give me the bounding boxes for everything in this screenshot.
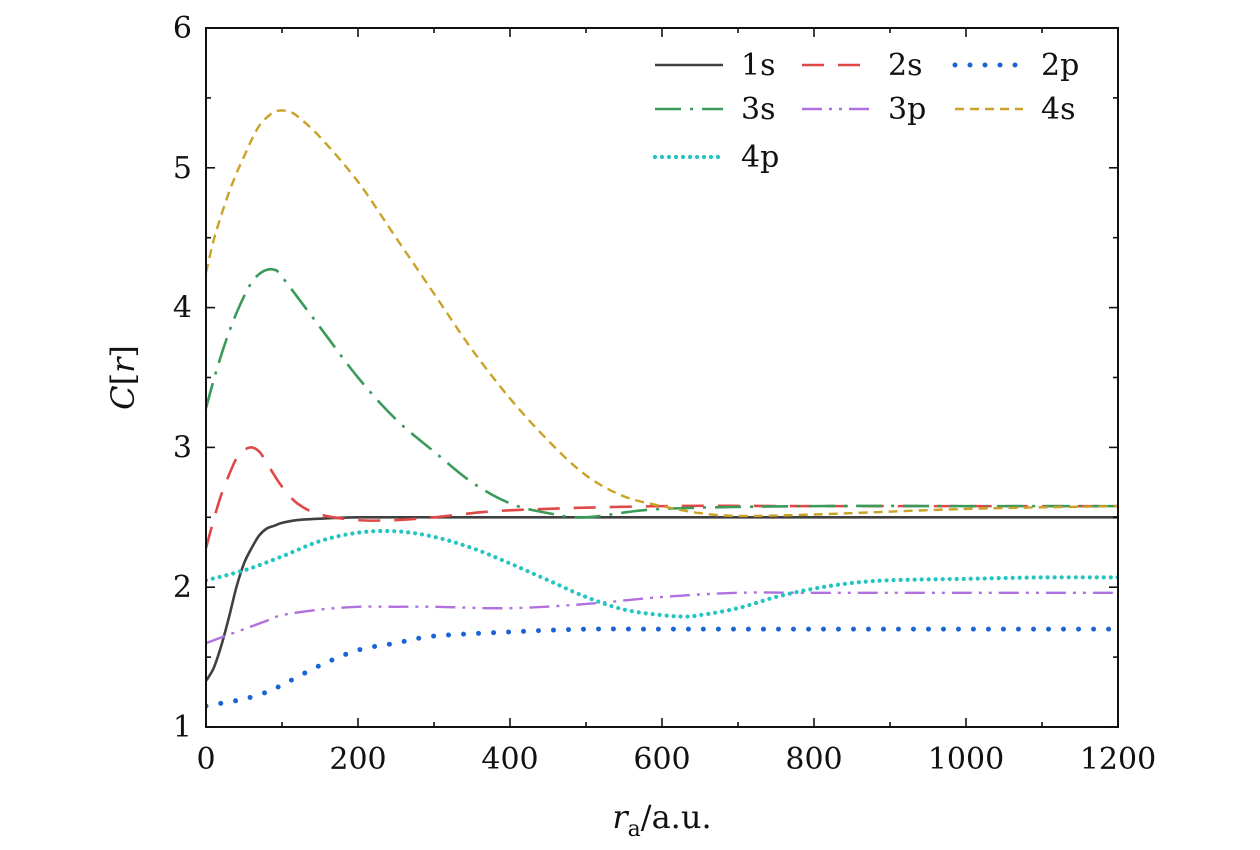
x-tick-label: 400	[481, 742, 538, 777]
y-axis-label-main: C	[104, 385, 142, 409]
legend-label-4p: 4p	[741, 140, 779, 175]
x-axis-label-suffix: /a.u.	[641, 798, 712, 836]
series-line-2s	[206, 446, 1118, 549]
y-tick-label: 5	[173, 151, 192, 186]
y-tick-label: 4	[173, 291, 192, 326]
y-tick-label: 1	[173, 710, 192, 745]
y-axis-label-open: [	[104, 373, 142, 385]
legend-label-4s: 4s	[1041, 92, 1075, 127]
x-tick-label: 800	[785, 742, 842, 777]
x-tick-label: 1000	[928, 742, 1004, 777]
x-axis-label-main: r	[612, 798, 629, 836]
y-tick-label: 6	[173, 11, 192, 46]
legend-label-2s: 2s	[888, 48, 922, 83]
legend-label-2p: 2p	[1041, 48, 1079, 83]
series-line-4p	[206, 528, 1118, 619]
legend-label-3s: 3s	[741, 92, 775, 127]
x-axis-label: ra/a.u.	[612, 798, 711, 842]
y-axis-label-var: r	[104, 356, 142, 373]
series-line-3p	[206, 591, 1118, 645]
series-line-2p	[206, 626, 1118, 709]
ticks-layer: 0 200 400 600 800 1000 1200 1 2 3 4 5 6	[173, 11, 1156, 777]
legend-label-1s: 1s	[741, 48, 775, 83]
series-line-1s	[206, 515, 1118, 682]
series-line-3s	[206, 267, 1118, 519]
x-tick-label: 200	[329, 742, 386, 777]
series-layer	[206, 109, 1118, 709]
y-axis-label-close: ]	[104, 345, 142, 357]
x-axis-label-sub: a	[628, 817, 641, 842]
x-tick-label: 0	[196, 742, 215, 777]
y-tick-label: 3	[173, 430, 192, 465]
series-line-4s	[206, 109, 1118, 518]
x-tick-label: 600	[633, 742, 690, 777]
legend-label-3p: 3p	[888, 92, 926, 127]
y-tick-label: 2	[173, 570, 192, 605]
plot-frame	[205, 27, 1119, 728]
x-tick-label: 1200	[1080, 742, 1156, 777]
legend: 1s 2s 2p 3s 3p 4s 4p	[652, 48, 1079, 175]
y-axis-label: C[r]	[104, 345, 142, 410]
